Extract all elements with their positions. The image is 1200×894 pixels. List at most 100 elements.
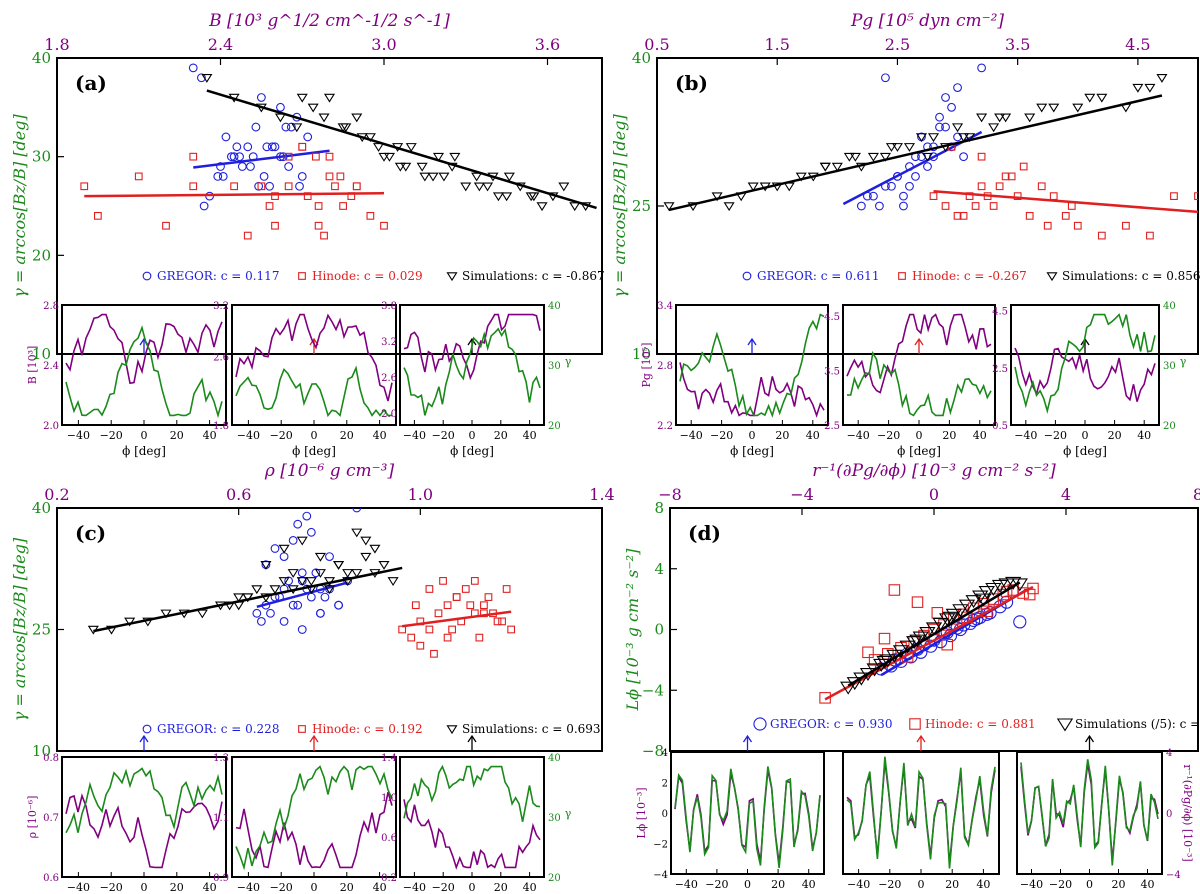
point-gregor xyxy=(941,93,950,102)
fit-line-gregor xyxy=(842,130,983,206)
point-simulations xyxy=(1048,103,1060,113)
point-hinode xyxy=(931,607,944,619)
sub-right-tick-label: 30 xyxy=(1163,361,1176,372)
point-gregor xyxy=(235,152,244,162)
top-axis-label: B [10³ g^1/2 cm^-1/2 s^-1] xyxy=(208,11,450,31)
point-simulations xyxy=(976,113,988,123)
sub-series-purple xyxy=(65,313,223,385)
legend-arrow-head xyxy=(467,734,477,743)
point-simulations xyxy=(1000,113,1012,123)
point-simulations xyxy=(427,172,439,182)
point-simulations xyxy=(333,560,345,570)
point-simulations xyxy=(867,152,879,162)
subplot-b-1: −40 −20 0 20 40 ϕ [deg] 2.2 2.8 3.4 Pg [10⁵] xyxy=(640,301,829,458)
point-hinode xyxy=(959,211,968,220)
point-simulations xyxy=(965,595,982,609)
sub-x-tick-label: 0 xyxy=(1082,429,1089,442)
sub-x-tick-label: 20 xyxy=(771,878,785,891)
top-tick-label: 4 xyxy=(1061,485,1071,504)
point-simulations xyxy=(201,73,213,83)
point-hinode xyxy=(929,192,938,201)
point-gregor xyxy=(325,552,334,561)
point-simulations xyxy=(291,123,303,133)
point-simulations xyxy=(972,590,989,604)
point-hinode xyxy=(162,221,170,230)
panel-label: (b) xyxy=(675,71,708,95)
point-hinode xyxy=(941,202,950,210)
point-hinode xyxy=(94,211,102,220)
point-hinode xyxy=(448,625,456,634)
legend-arrow-head xyxy=(747,337,757,346)
panel-a: 1.8 2.4 3.0 3.6 B [10³ g^1/2 cm^-1/2 s^-1] 10… xyxy=(10,11,605,458)
point-hinode xyxy=(425,625,434,634)
sub-x-tick-label: 40 xyxy=(373,429,387,442)
point-simulations xyxy=(932,617,949,631)
point-hinode xyxy=(443,633,452,642)
point-simulations xyxy=(747,182,759,192)
point-simulations xyxy=(482,182,494,192)
point-gregor xyxy=(284,162,294,171)
sub-series-green xyxy=(846,350,992,417)
sub-x-tick-label: −20 xyxy=(270,429,293,442)
sub-left-axis-label: Lϕ [10⁻³] xyxy=(635,787,648,838)
y-tick-label: −8 xyxy=(642,742,664,760)
point-hinode xyxy=(1073,221,1082,230)
sub-series-purple xyxy=(235,791,393,869)
point-hinode xyxy=(1013,192,1022,201)
legend-marker-simulations xyxy=(446,272,458,282)
legend-text-simulations: Simulations: c = 0.693 xyxy=(462,722,601,736)
point-hinode xyxy=(265,202,274,210)
point-hinode xyxy=(470,577,479,585)
point-gregor xyxy=(999,595,1014,609)
legend-marker-hinode xyxy=(298,272,306,280)
sub-x-tick-label: 20 xyxy=(775,429,789,442)
point-hinode xyxy=(339,202,347,210)
sub-series-green xyxy=(65,325,223,419)
top-tick-label: −8 xyxy=(658,485,682,504)
subplot-b-3: −40 −20 0 20 40 ϕ [deg] 0.5 2.5 4.5 20 30 40 γ xyxy=(992,301,1187,458)
point-hinode xyxy=(507,625,516,634)
point-simulations xyxy=(503,172,515,182)
sub-x-tick-label: 0 xyxy=(1086,878,1093,891)
point-gregor xyxy=(266,608,275,618)
point-simulations xyxy=(269,585,281,595)
point-hinode xyxy=(271,192,279,201)
point-hinode xyxy=(352,182,361,191)
point-gregor xyxy=(288,536,298,545)
sub-x-tick-label: 40 xyxy=(973,429,987,442)
sub-x-label: ϕ [deg] xyxy=(450,444,494,458)
legend-text-hinode: Hinode: c = 0.192 xyxy=(312,722,423,736)
point-gregor xyxy=(262,142,272,152)
point-gregor xyxy=(284,576,294,586)
point-hinode xyxy=(320,231,328,240)
y-tick-label: 10 xyxy=(32,742,51,760)
point-gregor xyxy=(947,102,956,112)
point-gregor xyxy=(887,181,896,191)
sub-left-axis-label: B [10³] xyxy=(26,346,39,385)
top-tick-label: 1.5 xyxy=(764,35,789,54)
sub-left-tick-label: 2.0 xyxy=(381,409,397,420)
legend-marker-hinode xyxy=(898,272,906,280)
point-hinode xyxy=(493,617,502,626)
sub-x-tick-label: −20 xyxy=(705,878,728,891)
sub-right-tick-label: 0 xyxy=(1166,809,1172,820)
sub-x-tick-label: −40 xyxy=(847,878,870,891)
panel-c: 0.2 0.6 1.0 1.4 ρ [10⁻⁶ g cm⁻³] 10 25 40 γ = arc… xyxy=(10,461,615,894)
sub-x-tick-label: 40 xyxy=(523,881,537,894)
point-simulations xyxy=(1084,93,1096,103)
point-gregor xyxy=(243,142,253,152)
point-simulations xyxy=(859,667,877,682)
point-simulations xyxy=(314,569,326,578)
point-gregor xyxy=(1013,615,1027,629)
point-simulations xyxy=(783,182,795,192)
point-simulations xyxy=(373,143,385,152)
point-hinode xyxy=(416,641,425,650)
point-hinode xyxy=(439,577,447,585)
point-hinode xyxy=(331,182,339,191)
sub-left-tick-label: 2.2 xyxy=(657,421,673,432)
point-gregor xyxy=(246,162,255,171)
point-gregor xyxy=(923,162,932,171)
subplot-b-2: −40 −20 0 20 40 ϕ [deg] 2.5 3.5 4.5 xyxy=(824,304,996,458)
sub-left-tick-label: 1.1 xyxy=(213,813,229,824)
